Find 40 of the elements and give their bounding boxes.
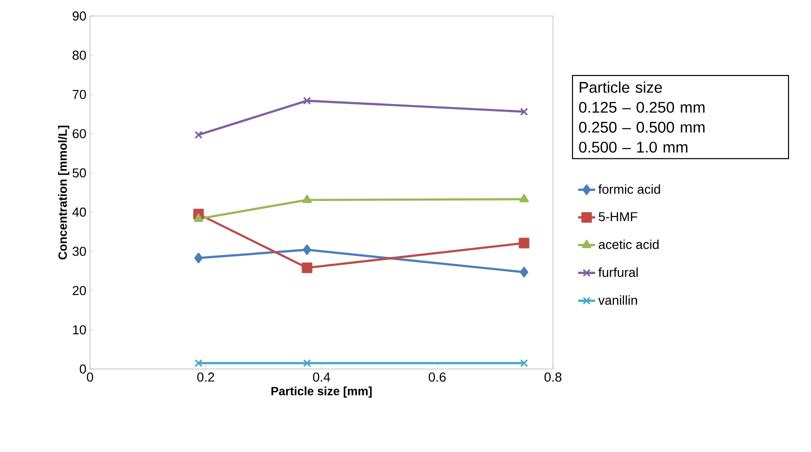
point xyxy=(520,266,528,278)
x-tick-label: 0.8 xyxy=(544,372,562,382)
y-tick-label: 0 xyxy=(80,364,86,374)
x-axis-title: Particle size [mm] xyxy=(271,386,372,398)
point xyxy=(302,194,312,203)
y-tick-label: 30 xyxy=(72,246,86,256)
point xyxy=(519,194,529,202)
point xyxy=(302,262,312,274)
x-tick-label: 0 xyxy=(86,372,94,382)
legend-label: vanillin xyxy=(598,295,637,305)
x-tick-label: 0.2 xyxy=(197,372,214,382)
legend-label: formic acid xyxy=(598,184,660,194)
point xyxy=(302,244,312,256)
y-tick-label: 60 xyxy=(72,129,86,138)
point xyxy=(303,96,312,105)
point xyxy=(194,130,202,139)
x-tick-label: 0.4 xyxy=(313,372,330,382)
legend-label: acetic acid xyxy=(598,240,659,250)
y-tick-label: 50 xyxy=(72,168,86,178)
text: 0.250 – 0.500 mm xyxy=(579,122,704,133)
legend-label: furfural xyxy=(598,267,638,277)
y-tick-label: 40 xyxy=(72,208,86,217)
point xyxy=(303,359,312,368)
point xyxy=(194,213,204,222)
text: Particle size xyxy=(580,81,662,93)
y-tick-label: 90 xyxy=(72,11,86,21)
text: 0.125 – 0.250 mm xyxy=(579,102,704,113)
point xyxy=(518,238,530,248)
y-tick-label: 70 xyxy=(72,90,86,100)
x-tick-label: 0.6 xyxy=(428,372,446,382)
legend-label: 5-HMF xyxy=(598,212,638,222)
y-tick-label: 20 xyxy=(72,286,86,296)
y-axis-title: Concentration [mmol/L] xyxy=(58,126,70,260)
point xyxy=(194,359,202,368)
y-tick-label: 80 xyxy=(72,50,86,60)
point xyxy=(194,252,203,264)
y-tick-label: 10 xyxy=(73,325,86,334)
point xyxy=(520,108,528,116)
point xyxy=(520,359,528,368)
text: 0.500 – 1.0 mm xyxy=(579,142,688,153)
